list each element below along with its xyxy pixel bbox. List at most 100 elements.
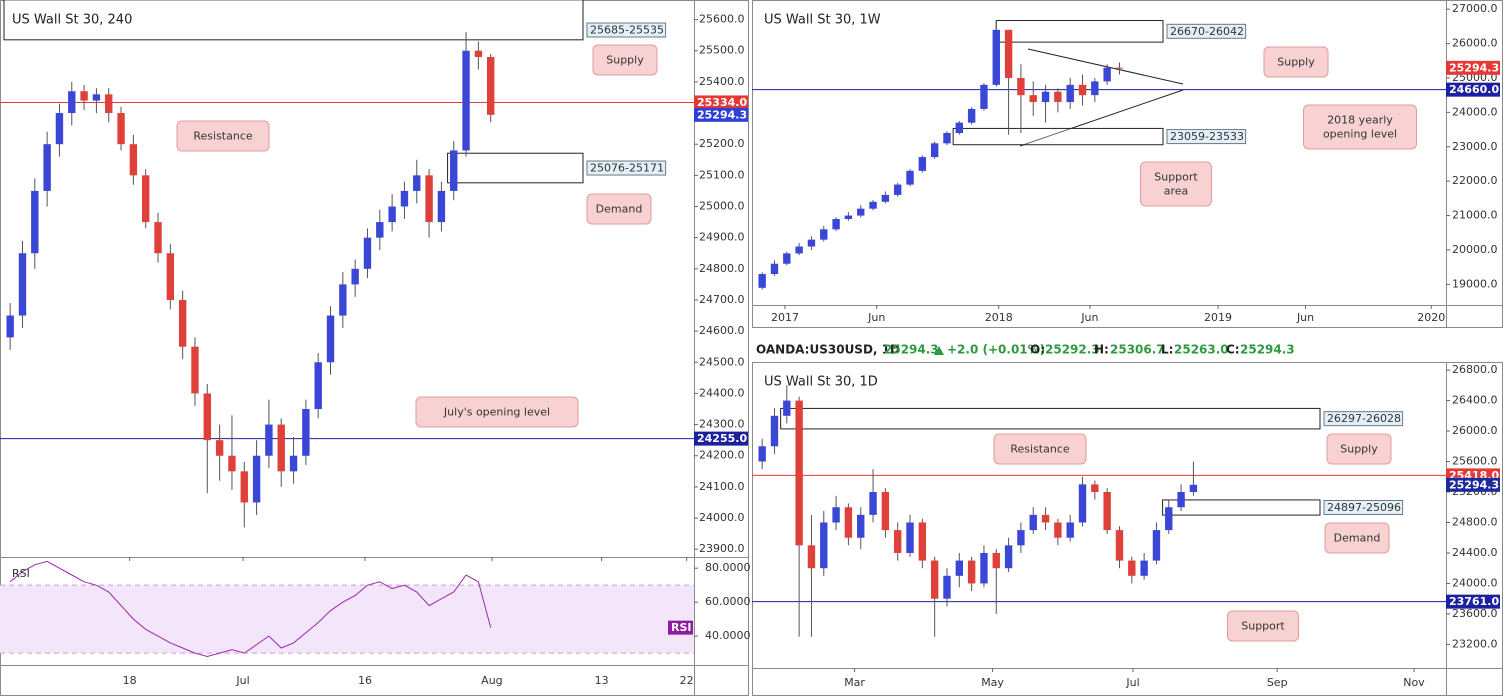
candle-body [178,299,187,347]
y-tick-label: 25100.0 [699,168,745,181]
price-tag [694,95,748,110]
candle-body [807,239,816,247]
candle-body [844,215,853,219]
candle-body [980,552,988,584]
candle-body [413,175,421,191]
candle-body [955,122,963,133]
ohlc-key: L: [1161,343,1173,357]
candle-body [191,346,199,394]
y-tick-label: 24400.0 [1452,546,1498,559]
x-tick-label: Jun [1080,311,1098,324]
y-tick-label: 24000.0 [1452,105,1498,118]
y-tick-label: 25000.0 [699,200,745,213]
callout-text: Support [1154,171,1198,184]
ohlc-value: 25292.3 [1045,343,1100,357]
candle-body [906,522,914,553]
x-tick-label: Sep [1267,676,1288,689]
ohlc-key: H: [1094,343,1109,357]
candle-body [1140,560,1148,576]
callout [586,193,652,225]
callout-text: 2018 yearly [1327,114,1393,127]
rsi-title: RSI [12,567,30,580]
y-tick-label: 27000.0 [1452,2,1498,15]
candle-body [142,175,150,223]
callout-text: Supply [606,54,644,67]
candle-body [783,400,791,416]
candle-body [92,94,101,101]
callout-text: area [1164,185,1189,198]
callout [415,396,579,428]
y-tick-label: 24000.0 [699,511,745,524]
candle-body [881,492,890,531]
zone-label-box [1323,411,1404,427]
rsi-band-fill [0,585,694,654]
zone [780,407,1321,430]
y-tick-label: 25400.0 [699,75,745,88]
candle-body [1091,484,1099,492]
candle-body [1054,522,1062,538]
candle-body [943,133,951,144]
candle-body [450,150,458,191]
candle-body [1017,530,1025,546]
callout [592,44,658,76]
candle-body [943,575,951,599]
zone-label-box [1166,129,1247,145]
candle-body [770,415,779,447]
plot-area [0,0,694,528]
candle-body [43,144,51,191]
y-tick-label: 24100.0 [699,480,745,493]
x-tick-label: 2020 [1417,311,1445,324]
zone-label: 23059-23533 [1170,130,1244,143]
candle-body [758,274,766,288]
candle-body [105,94,113,114]
panel-frame [752,0,1503,328]
y-tick-label: 80.0000 [705,561,751,574]
ohlc-value: 25294.3 [1240,343,1295,357]
y-tick-label: 24800.0 [699,262,745,275]
price-tag-label: 24255.0 [697,432,747,445]
candle-body [363,237,372,269]
candle-body [240,471,248,503]
price-tag-label: 25294.3 [1449,61,1499,74]
y-tick-label: 24000.0 [1452,576,1498,589]
x-tick-label: May [981,676,1004,689]
y-tick-label: 20000.0 [1452,243,1498,256]
y-tick-label: 60.0000 [705,595,751,608]
candle-body [1103,67,1111,82]
zone-label-box [586,160,667,176]
candle-body [967,560,976,584]
callout [1227,610,1299,642]
x-tick-label: Jul [235,674,249,687]
y-tick-label: 24500.0 [699,355,745,368]
triangle-pattern [1019,48,1184,147]
candle-body [277,424,285,472]
header-price: 25294.3 [884,343,939,357]
x-tick-label: Jun [867,311,885,324]
y-tick-label: 19000.0 [1452,277,1498,290]
callout-text: Resistance [1010,443,1070,456]
x-tick-label: 2019 [1204,311,1232,324]
x-tick-label: Jun [1296,311,1314,324]
candle-body [783,253,791,264]
candle-body [857,514,865,538]
y-tick-label: 25600.0 [1452,455,1498,468]
ohlc-key: C: [1226,343,1240,357]
zone-label: 24897-25096 [1327,501,1401,514]
x-tick-label: Mar [844,676,865,689]
plot-area [752,20,1446,290]
candle-body [992,29,1000,85]
header-change: +2.0 (+0.01%) [947,343,1045,357]
candle-body [1029,514,1037,531]
zone [995,20,1164,43]
callout-text: July's opening level [443,406,550,419]
candle-body [758,446,766,462]
y-tick-label: 22000.0 [1452,174,1498,187]
candle-body [894,530,902,553]
candle-body [265,424,273,456]
candle-body [228,455,236,472]
price-tag-label: 23761.0 [1449,595,1499,608]
candle-body [832,507,840,523]
candle-body [1078,484,1087,523]
chart-title: US Wall St 30, 240 [12,13,132,28]
